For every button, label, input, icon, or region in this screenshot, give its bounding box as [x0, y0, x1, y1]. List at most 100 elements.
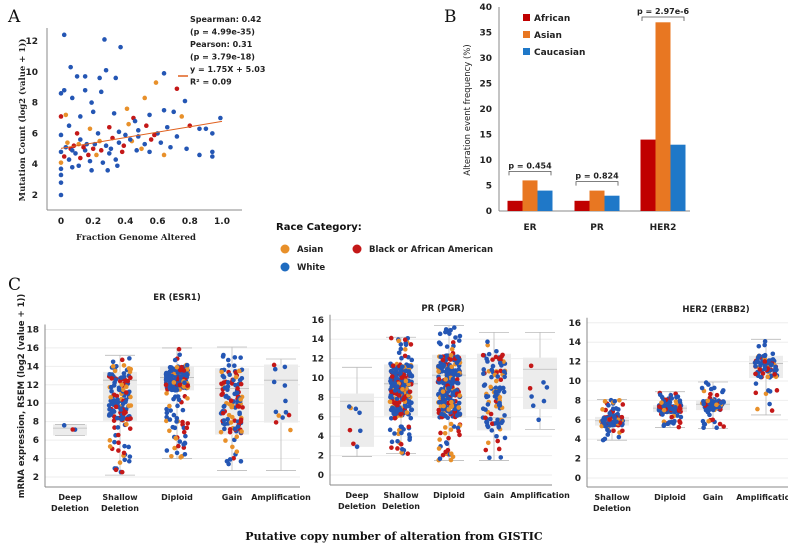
expression-point [61, 423, 67, 428]
scatter-plot: 2 4 6 8 10 12 0 0.2 0.4 0.6 0.8 1.0 Fraction Genome… [17, 15, 265, 243]
expression-point [490, 357, 495, 362]
x-tick-label: HER2 [650, 223, 677, 233]
expression-point [714, 392, 720, 398]
expression-point [399, 430, 404, 436]
expression-point [181, 429, 187, 435]
scatter-point [135, 128, 141, 133]
expression-point [109, 388, 114, 394]
bar-asian [522, 180, 538, 211]
expression-point [400, 386, 405, 392]
expression-point [231, 455, 236, 461]
scatter-point [82, 87, 88, 93]
scatter-point [210, 131, 215, 136]
expression-point [185, 421, 191, 426]
x-tick-label: Deletion [382, 502, 420, 511]
expression-point [127, 356, 132, 361]
y-tick-label: 4 [318, 432, 324, 442]
expression-point [669, 414, 675, 420]
expression-point [614, 419, 619, 425]
expression-point [109, 401, 115, 407]
expression-point [392, 380, 398, 386]
scatter-point [82, 74, 88, 79]
x-tick-label: PR [590, 223, 604, 233]
expression-point [124, 421, 129, 427]
x-tick-label: Amplification [736, 493, 788, 502]
x-tick-label: Shallow [102, 493, 138, 502]
expression-point [114, 415, 120, 421]
expression-point [389, 445, 394, 450]
expression-point [127, 454, 133, 459]
expression-point [483, 415, 488, 421]
legend-marker-black [352, 244, 362, 254]
expression-point [347, 427, 353, 433]
expression-point [164, 370, 170, 376]
expression-point [448, 427, 454, 432]
expression-point [485, 440, 491, 446]
expression-point [403, 342, 409, 348]
expression-point [169, 453, 174, 459]
expression-point [602, 399, 608, 404]
expression-point [705, 398, 711, 404]
expression-point [710, 417, 716, 423]
expression-point [108, 394, 113, 400]
y-tick-label: 8 [575, 396, 581, 406]
expression-point [178, 367, 183, 373]
expression-point [168, 387, 174, 392]
expression-point [238, 381, 244, 387]
expression-point [443, 413, 448, 419]
scatter-point [147, 149, 152, 155]
bar-african [640, 139, 656, 211]
expression-point [182, 451, 188, 457]
expression-point [109, 376, 114, 381]
expression-point [353, 406, 359, 412]
x-tick-label: 0.4 [117, 217, 133, 227]
expression-point [351, 441, 356, 447]
expression-point [164, 448, 170, 453]
expression-point [610, 406, 616, 412]
expression-point [164, 375, 170, 381]
expression-point [116, 440, 121, 446]
expression-point [760, 371, 766, 376]
expression-point [221, 404, 227, 409]
expression-point [236, 404, 242, 409]
expression-point [128, 416, 133, 421]
expression-point [406, 424, 412, 430]
x-tick-label: Diploid [433, 491, 465, 500]
expression-point [400, 364, 405, 370]
expression-point [224, 393, 229, 399]
expression-point [450, 370, 456, 376]
expression-point [758, 374, 764, 380]
expression-point [444, 367, 450, 373]
expression-point [110, 364, 116, 369]
expression-point [762, 342, 767, 348]
expression-point [221, 374, 227, 380]
expression-point [126, 403, 132, 409]
plot-title: HER2 (ERBB2) [682, 305, 749, 315]
expression-point [495, 438, 501, 444]
expression-point [496, 446, 502, 452]
expression-point [448, 451, 454, 456]
y-tick-label: 8 [32, 99, 38, 109]
expression-point [177, 352, 182, 358]
expression-point [220, 354, 226, 359]
expression-point [445, 396, 451, 401]
expression-point [443, 425, 448, 430]
expression-point [440, 357, 446, 363]
expression-point [497, 360, 503, 366]
scatter-point [171, 109, 176, 115]
expression-point [225, 416, 230, 422]
x-tick-label: Deep [58, 493, 81, 502]
expression-point [177, 439, 183, 444]
expression-point [441, 403, 446, 409]
x-axis-label: Fraction Genome Altered [76, 233, 196, 243]
expression-point [659, 400, 664, 405]
scatter-point [81, 144, 86, 150]
expression-point [127, 426, 133, 431]
x-tick-label: Deletion [51, 504, 89, 513]
scatter-point [61, 154, 67, 159]
expression-point [225, 357, 231, 363]
expression-point [116, 448, 121, 453]
bar-asian [655, 22, 671, 211]
expression-point [678, 414, 684, 420]
stats-line: (p = 4.99e-35) [190, 28, 255, 37]
